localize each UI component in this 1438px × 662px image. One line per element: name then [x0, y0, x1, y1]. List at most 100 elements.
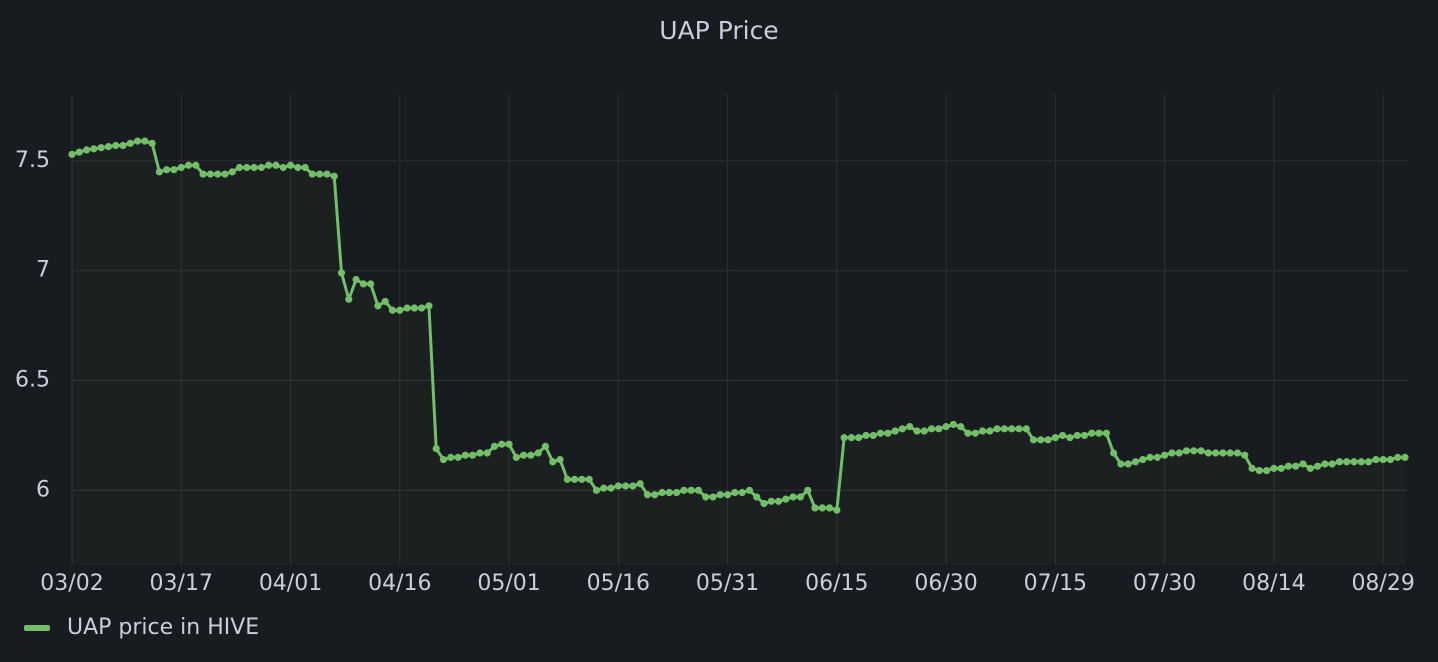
data-point — [825, 504, 834, 512]
data-point — [272, 161, 280, 169]
data-point — [1182, 447, 1191, 455]
data-point — [665, 488, 673, 497]
data-point — [986, 427, 994, 435]
data-point — [439, 455, 448, 464]
data-point — [1343, 458, 1351, 466]
data-point — [1175, 449, 1183, 457]
data-point — [418, 304, 426, 312]
legend-label: UAP price in HIVE — [67, 615, 259, 640]
x-tick-label: 08/14 — [1242, 571, 1305, 596]
data-point — [1117, 460, 1125, 468]
data-point — [636, 480, 644, 488]
data-point — [1263, 466, 1271, 475]
data-point — [199, 170, 207, 178]
data-point — [1241, 451, 1249, 459]
data-point — [534, 449, 542, 457]
data-point — [1000, 425, 1008, 433]
data-point — [1044, 436, 1052, 444]
data-point — [119, 141, 127, 150]
data-point — [643, 491, 652, 499]
data-point — [1110, 449, 1118, 457]
data-point — [1321, 460, 1329, 468]
data-point — [359, 280, 367, 288]
data-point — [709, 493, 717, 501]
data-point — [840, 434, 848, 442]
data-point — [155, 168, 164, 176]
data-point — [745, 486, 754, 494]
data-point — [578, 475, 586, 483]
data-point — [1008, 425, 1016, 433]
data-point — [906, 423, 914, 431]
data-point — [1270, 464, 1278, 472]
data-point — [774, 497, 783, 505]
data-point — [243, 163, 251, 172]
data-point — [133, 137, 142, 145]
data-point — [1015, 425, 1023, 433]
data-point — [651, 491, 659, 499]
x-tick-label: 03/17 — [150, 571, 213, 596]
data-point — [760, 499, 768, 508]
data-point — [345, 295, 353, 303]
data-point — [403, 304, 411, 312]
data-point — [702, 493, 710, 501]
data-point — [796, 493, 805, 501]
data-point — [184, 161, 193, 169]
x-tick-label: 03/02 — [40, 571, 103, 596]
data-point — [483, 449, 491, 457]
y-tick-label: 7.5 — [15, 148, 50, 173]
data-point — [898, 425, 906, 433]
data-point — [978, 427, 987, 435]
data-point — [90, 145, 98, 153]
data-point — [1073, 431, 1081, 440]
data-point — [1284, 462, 1293, 470]
data-point — [949, 420, 957, 429]
data-point — [1168, 449, 1176, 457]
data-point — [913, 427, 921, 435]
data-point — [1197, 447, 1205, 455]
data-point — [1212, 449, 1220, 457]
data-point — [1350, 458, 1358, 466]
data-point — [1102, 429, 1110, 437]
data-point — [447, 453, 455, 461]
y-tick-label: 6.5 — [15, 368, 50, 393]
data-point — [716, 491, 724, 499]
data-point — [1357, 458, 1365, 466]
chart-title: UAP Price — [659, 16, 778, 45]
data-point — [1401, 453, 1409, 461]
data-point — [1364, 458, 1373, 466]
data-point — [971, 429, 979, 437]
data-point — [789, 493, 797, 501]
data-point — [862, 431, 870, 440]
data-point — [192, 161, 200, 169]
data-point — [1131, 458, 1140, 466]
data-point — [367, 280, 375, 288]
data-point — [112, 141, 120, 150]
data-point — [250, 163, 258, 172]
data-point — [1059, 431, 1067, 440]
data-point — [1022, 425, 1030, 433]
data-point — [97, 144, 105, 152]
x-tick-label: 07/30 — [1133, 571, 1196, 596]
data-point — [374, 302, 382, 310]
data-point — [942, 423, 950, 431]
data-point — [1299, 460, 1307, 468]
data-point — [163, 166, 171, 174]
data-point — [1037, 436, 1045, 444]
data-point — [600, 484, 608, 492]
data-point — [585, 475, 593, 483]
data-point — [337, 269, 346, 277]
data-point — [1153, 453, 1161, 461]
data-point — [301, 163, 309, 172]
data-point — [1292, 462, 1300, 470]
data-point — [1204, 449, 1212, 457]
data-point — [884, 429, 892, 437]
data-point — [476, 449, 484, 457]
data-point — [1161, 451, 1169, 459]
data-point — [294, 163, 302, 172]
data-point — [731, 488, 739, 497]
data-point — [687, 486, 695, 494]
data-point — [1190, 447, 1198, 455]
data-point — [621, 482, 630, 490]
